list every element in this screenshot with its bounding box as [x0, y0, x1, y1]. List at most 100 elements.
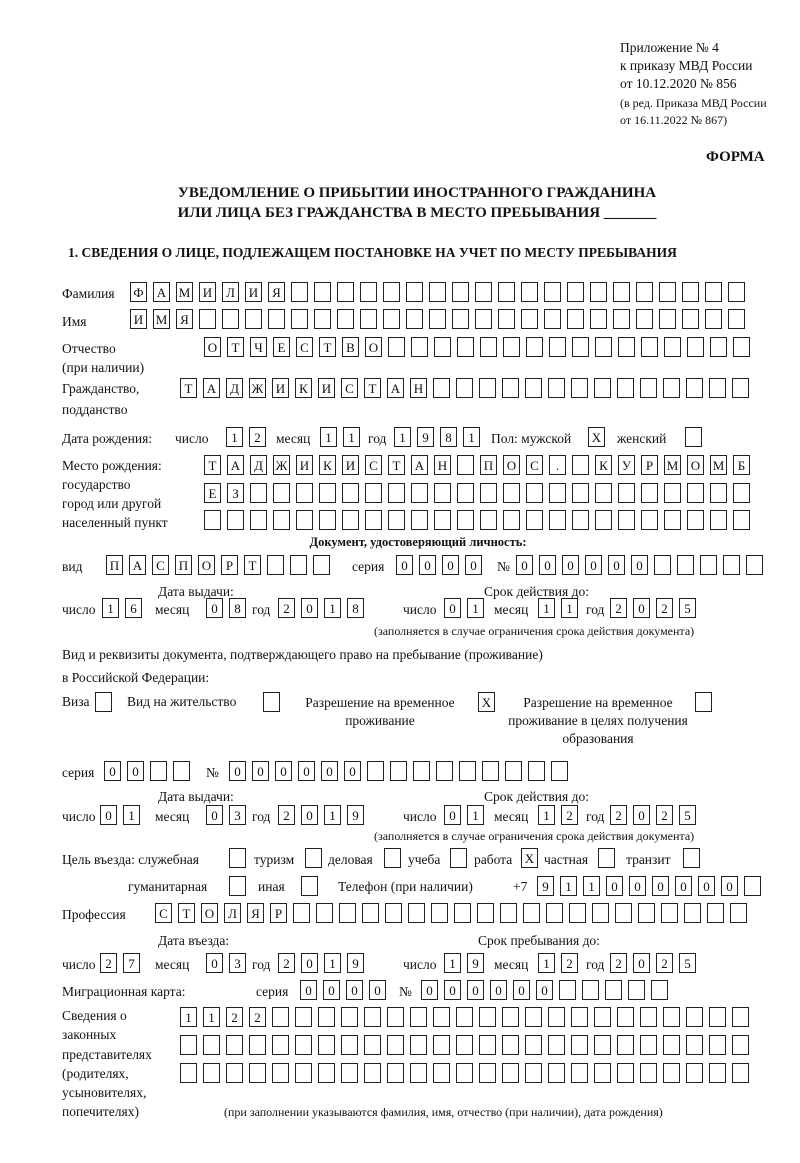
- char-box[interactable]: [664, 510, 681, 530]
- char-box[interactable]: 1: [538, 598, 555, 618]
- char-box[interactable]: [388, 510, 405, 530]
- char-box[interactable]: [502, 1007, 519, 1027]
- char-box[interactable]: [273, 483, 290, 503]
- char-box[interactable]: [388, 483, 405, 503]
- char-box[interactable]: 0: [585, 555, 602, 575]
- purpose-business-checkbox[interactable]: [384, 848, 401, 868]
- char-box[interactable]: [250, 483, 267, 503]
- char-box[interactable]: [364, 1035, 381, 1055]
- char-box[interactable]: 0: [629, 876, 646, 896]
- char-box[interactable]: [594, 378, 611, 398]
- char-box[interactable]: [296, 510, 313, 530]
- char-box[interactable]: [95, 692, 112, 712]
- char-box[interactable]: 2: [656, 953, 673, 973]
- char-box[interactable]: [521, 282, 538, 302]
- char-box[interactable]: 1: [463, 427, 480, 447]
- char-box[interactable]: [387, 1063, 404, 1083]
- purpose-work-checkbox[interactable]: X: [521, 848, 538, 868]
- char-box[interactable]: [571, 1007, 588, 1027]
- char-box[interactable]: [273, 510, 290, 530]
- char-box[interactable]: [628, 980, 645, 1000]
- char-box[interactable]: 0: [369, 980, 386, 1000]
- char-box[interactable]: [526, 483, 543, 503]
- char-box[interactable]: [383, 282, 400, 302]
- char-box[interactable]: [410, 1063, 427, 1083]
- char-box[interactable]: [617, 378, 634, 398]
- char-box[interactable]: [342, 510, 359, 530]
- char-box[interactable]: [683, 848, 700, 868]
- char-box[interactable]: К: [319, 455, 336, 475]
- char-box[interactable]: [544, 309, 561, 329]
- char-box[interactable]: [360, 309, 377, 329]
- char-box[interactable]: [572, 483, 589, 503]
- char-box[interactable]: К: [295, 378, 312, 398]
- char-box[interactable]: 5: [679, 598, 696, 618]
- char-box[interactable]: 5: [679, 953, 696, 973]
- char-box[interactable]: [710, 337, 727, 357]
- char-box[interactable]: [341, 1063, 358, 1083]
- char-box[interactable]: И: [342, 455, 359, 475]
- char-box[interactable]: А: [387, 378, 404, 398]
- char-box[interactable]: [525, 1007, 542, 1027]
- char-box[interactable]: Я: [247, 903, 264, 923]
- char-box[interactable]: [572, 510, 589, 530]
- char-box[interactable]: [732, 1035, 749, 1055]
- char-box[interactable]: [434, 483, 451, 503]
- char-box[interactable]: [319, 510, 336, 530]
- char-box[interactable]: У: [618, 455, 635, 475]
- char-box[interactable]: [291, 282, 308, 302]
- char-box[interactable]: 0: [539, 555, 556, 575]
- char-box[interactable]: [433, 378, 450, 398]
- char-box[interactable]: [544, 282, 561, 302]
- char-box[interactable]: [364, 1063, 381, 1083]
- char-box[interactable]: [728, 309, 745, 329]
- char-box[interactable]: 1: [538, 805, 555, 825]
- char-box[interactable]: [319, 483, 336, 503]
- char-box[interactable]: 1: [343, 427, 360, 447]
- char-box[interactable]: Е: [204, 483, 221, 503]
- char-box[interactable]: М: [664, 455, 681, 475]
- char-box[interactable]: [651, 980, 668, 1000]
- char-box[interactable]: М: [176, 282, 193, 302]
- char-box[interactable]: 0: [396, 555, 413, 575]
- char-box[interactable]: [433, 1035, 450, 1055]
- char-box[interactable]: 0: [301, 805, 318, 825]
- char-box[interactable]: 0: [206, 805, 223, 825]
- char-box[interactable]: [454, 903, 471, 923]
- char-box[interactable]: [503, 337, 520, 357]
- char-box[interactable]: Л: [222, 282, 239, 302]
- char-box[interactable]: [272, 1063, 289, 1083]
- char-box[interactable]: [475, 282, 492, 302]
- char-box[interactable]: 2: [610, 598, 627, 618]
- char-box[interactable]: 9: [347, 805, 364, 825]
- char-box[interactable]: 2: [656, 598, 673, 618]
- trp-checkbox[interactable]: X: [478, 692, 495, 712]
- char-box[interactable]: X: [588, 427, 605, 447]
- char-box[interactable]: 1: [467, 598, 484, 618]
- char-box[interactable]: [296, 483, 313, 503]
- sex-female-checkbox[interactable]: [685, 427, 702, 447]
- char-box[interactable]: Я: [176, 309, 193, 329]
- char-box[interactable]: Т: [180, 378, 197, 398]
- char-box[interactable]: [723, 555, 740, 575]
- char-box[interactable]: 0: [300, 980, 317, 1000]
- char-box[interactable]: А: [153, 282, 170, 302]
- char-box[interactable]: [456, 1063, 473, 1083]
- char-box[interactable]: О: [201, 903, 218, 923]
- char-box[interactable]: О: [204, 337, 221, 357]
- char-box[interactable]: [360, 282, 377, 302]
- char-box[interactable]: [709, 1035, 726, 1055]
- char-box[interactable]: 2: [278, 598, 295, 618]
